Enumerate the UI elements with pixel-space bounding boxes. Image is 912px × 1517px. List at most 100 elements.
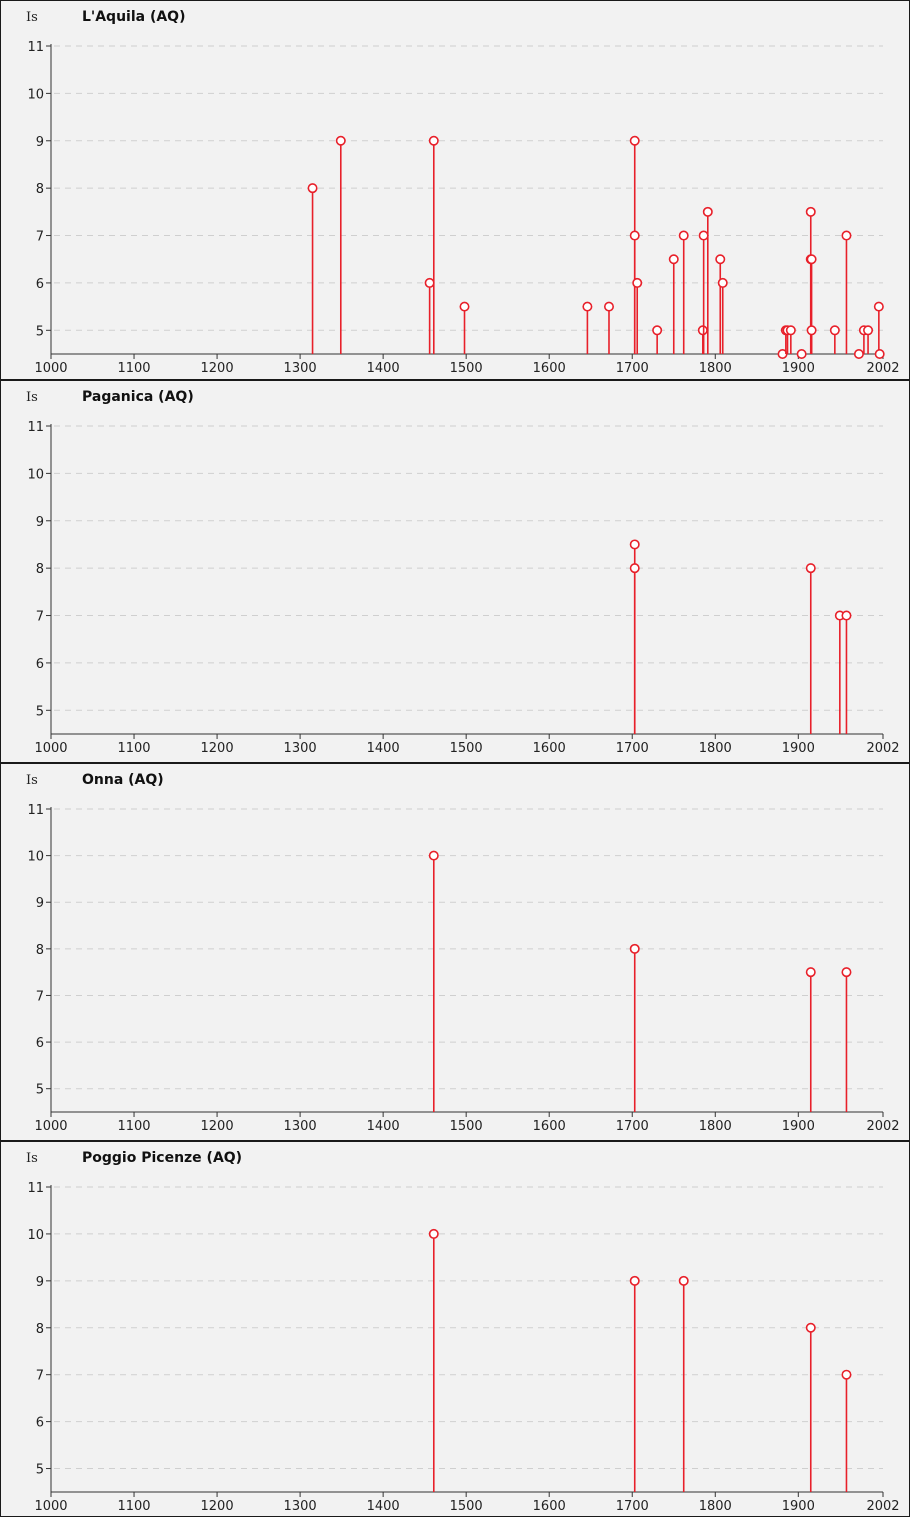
x-tick-label: 2002 xyxy=(866,1119,899,1134)
x-tick-label: 1400 xyxy=(367,1499,400,1514)
y-axis-label: Is xyxy=(26,773,38,788)
data-point xyxy=(805,563,816,574)
x-tick-label: 1800 xyxy=(699,741,732,756)
data-point xyxy=(428,135,439,146)
x-tick-label: 1300 xyxy=(284,1499,317,1514)
data-point xyxy=(715,254,726,265)
data-point xyxy=(428,1228,439,1239)
x-tick-label: 1600 xyxy=(533,1119,566,1134)
chart-title: Onna (AQ) xyxy=(82,772,164,788)
y-tick-label: 9 xyxy=(36,135,44,150)
data-point xyxy=(853,348,864,359)
data-point xyxy=(796,348,807,359)
x-tick-label: 1400 xyxy=(367,741,400,756)
chart-plot: 5 6 7 8 9 10 11 1000 1100 1200 1300 1400 1500 1600 170… xyxy=(27,803,899,1134)
x-tick-label: 1300 xyxy=(284,741,317,756)
data-point xyxy=(652,325,663,336)
y-tick-label: 10 xyxy=(27,87,44,102)
x-tick-label: 1300 xyxy=(284,1119,317,1134)
data-point xyxy=(841,230,852,241)
x-tick-label: 1100 xyxy=(117,361,150,376)
x-tick-label: 1800 xyxy=(699,361,732,376)
x-tick-label: 2002 xyxy=(866,1499,899,1514)
y-tick-label: 8 xyxy=(36,1322,44,1337)
x-tick-label: 1700 xyxy=(616,361,649,376)
y-tick-label: 6 xyxy=(36,277,44,292)
x-tick-label: 1200 xyxy=(201,361,234,376)
y-axis-label: Is xyxy=(26,1151,38,1166)
data-point xyxy=(428,850,439,861)
y-tick-label: 11 xyxy=(27,803,44,818)
data-point xyxy=(702,206,713,217)
data-point xyxy=(632,277,643,288)
x-tick-label: 1000 xyxy=(34,741,67,756)
x-tick-label: 1900 xyxy=(782,361,815,376)
y-tick-label: 5 xyxy=(36,1463,44,1478)
data-point xyxy=(335,135,346,146)
x-tick-label: 1000 xyxy=(34,361,67,376)
data-point xyxy=(805,206,816,217)
x-tick-label: 1500 xyxy=(450,1119,483,1134)
chart-title: Paganica (AQ) xyxy=(82,389,194,405)
data-point xyxy=(785,325,796,336)
y-tick-label: 8 xyxy=(36,562,44,577)
y-tick-label: 11 xyxy=(27,1181,44,1196)
x-tick-label: 2002 xyxy=(866,361,899,376)
x-tick-label: 1200 xyxy=(201,1119,234,1134)
data-point xyxy=(678,230,689,241)
data-point xyxy=(629,539,640,550)
y-tick-label: 5 xyxy=(36,1083,44,1098)
data-point xyxy=(806,254,817,265)
x-tick-label: 1200 xyxy=(201,741,234,756)
x-tick-label: 1100 xyxy=(117,1119,150,1134)
x-tick-label: 1900 xyxy=(782,741,815,756)
x-tick-label: 1200 xyxy=(201,1499,234,1514)
y-tick-label: 6 xyxy=(36,657,44,672)
y-tick-label: 9 xyxy=(36,1275,44,1290)
x-tick-label: 1700 xyxy=(616,1119,649,1134)
y-tick-label: 9 xyxy=(36,515,44,530)
chart-title: Poggio Picenze (AQ) xyxy=(82,1150,243,1166)
data-point xyxy=(698,230,709,241)
data-point xyxy=(668,254,679,265)
data-point xyxy=(459,301,470,312)
x-tick-label: 1500 xyxy=(450,1499,483,1514)
x-tick-label: 1400 xyxy=(367,361,400,376)
x-tick-label: 1800 xyxy=(699,1119,732,1134)
y-tick-label: 6 xyxy=(36,1036,44,1051)
x-tick-label: 1800 xyxy=(699,1499,732,1514)
chart-plot: 5 6 7 8 9 10 11 1000 1100 1200 1300 1400 1500 1600 170… xyxy=(27,420,899,756)
data-point xyxy=(805,967,816,978)
y-tick-label: 7 xyxy=(36,230,44,245)
y-tick-label: 10 xyxy=(27,850,44,865)
y-tick-label: 7 xyxy=(36,1369,44,1384)
y-axis-label: Is xyxy=(26,390,38,405)
chart-title: L'Aquila (AQ) xyxy=(82,9,186,25)
data-point xyxy=(697,325,708,336)
data-point xyxy=(873,301,884,312)
data-point xyxy=(841,1369,852,1380)
x-tick-label: 1900 xyxy=(782,1119,815,1134)
data-point xyxy=(806,325,817,336)
y-tick-label: 5 xyxy=(36,324,44,339)
x-tick-label: 1500 xyxy=(450,741,483,756)
y-axis-label: Is xyxy=(26,10,38,25)
chart-panel-poggio-picenze: Is Poggio Picenze (AQ) 5 6 7 8 9 10 11 1000 1100… xyxy=(0,1141,910,1517)
data-point xyxy=(717,277,728,288)
x-tick-label: 1400 xyxy=(367,1119,400,1134)
y-tick-label: 7 xyxy=(36,610,44,625)
chart-panel-paganica: Is Paganica (AQ) 5 6 7 8 9 10 11 1000 1100 1200 13… xyxy=(0,380,910,763)
x-tick-label: 1500 xyxy=(450,361,483,376)
chart-panel-onna: Is Onna (AQ) 5 6 7 8 9 10 11 1000 1100 1200 1300 14… xyxy=(0,763,910,1141)
x-tick-label: 1000 xyxy=(34,1119,67,1134)
x-tick-label: 2002 xyxy=(866,741,899,756)
data-point xyxy=(629,1275,640,1286)
data-point xyxy=(603,301,614,312)
data-point xyxy=(307,183,318,194)
data-point xyxy=(805,1322,816,1333)
data-point xyxy=(874,348,885,359)
y-tick-label: 8 xyxy=(36,182,44,197)
data-point xyxy=(863,325,874,336)
data-point xyxy=(629,230,640,241)
chart-plot: 5 6 7 8 9 10 11 1000 1100 1200 1300 1400 1500 1600 170… xyxy=(27,1181,899,1514)
